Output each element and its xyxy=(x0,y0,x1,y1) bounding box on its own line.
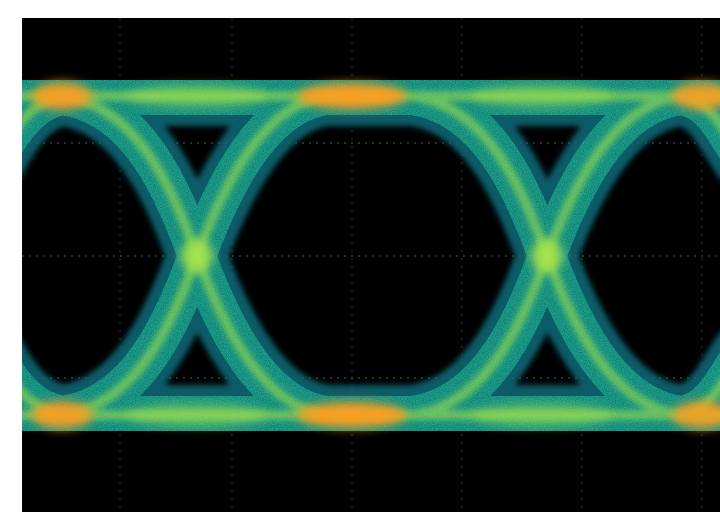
density-hotspot-5 xyxy=(672,401,720,429)
oscilloscope-screen xyxy=(22,18,720,512)
density-hotspot-9 xyxy=(472,84,612,108)
density-hotspot-0 xyxy=(32,82,92,110)
density-hotspot-7 xyxy=(531,240,563,272)
density-hotspot-1 xyxy=(297,83,407,109)
density-hotspot-4 xyxy=(297,402,407,428)
density-hotspot-2 xyxy=(672,82,720,110)
density-hotspot-6 xyxy=(181,240,213,272)
trace-band xyxy=(22,77,720,434)
density-hotspot-11 xyxy=(472,403,612,427)
density-hotspot-10 xyxy=(127,403,267,427)
density-hotspots xyxy=(32,82,720,429)
density-hotspot-8 xyxy=(127,84,267,108)
density-hotspot-3 xyxy=(32,401,92,429)
eye-diagram-plot xyxy=(22,18,720,512)
